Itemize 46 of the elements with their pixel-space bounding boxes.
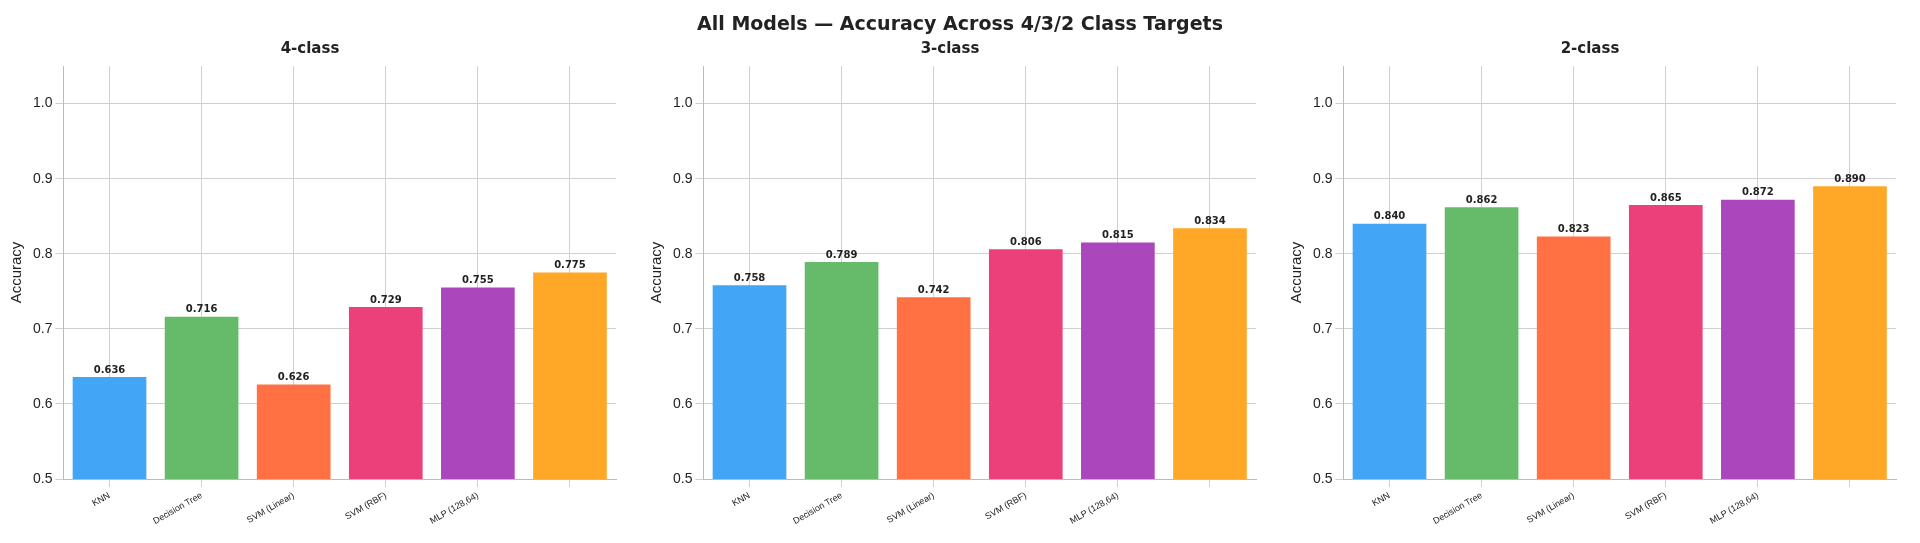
data-label: 0.758 bbox=[733, 271, 766, 283]
y-tick-label: 0.9 bbox=[1312, 169, 1333, 186]
y-tick-label: 0.8 bbox=[1312, 244, 1333, 261]
chart-title: 4-class bbox=[280, 38, 340, 57]
data-label: 0.806 bbox=[1009, 235, 1042, 247]
chart-title: 3-class bbox=[920, 38, 980, 57]
data-label: 0.755 bbox=[462, 274, 494, 286]
x-tick-label: KNN bbox=[730, 489, 752, 509]
y-tick-label: 0.6 bbox=[32, 394, 53, 411]
y-tick-label: 1.0 bbox=[672, 94, 693, 111]
y-tick-label: 1.0 bbox=[32, 94, 53, 111]
y-tick-label: 0.6 bbox=[1312, 394, 1333, 411]
data-label: 0.840 bbox=[1373, 210, 1406, 222]
data-label: 0.729 bbox=[369, 293, 402, 305]
y-tick-label: 0.9 bbox=[32, 169, 53, 186]
y-tick-label: 0.7 bbox=[32, 319, 53, 336]
y-tick-label: 0.5 bbox=[32, 469, 53, 486]
y-tick-label: 0.6 bbox=[672, 394, 693, 411]
y-axis-title: Accuracy bbox=[647, 241, 665, 304]
data-label: 0.815 bbox=[1102, 229, 1134, 241]
text: All Models — Accuracy Across 4/3/2 Class Targets bbox=[696, 11, 1224, 36]
y-tick-label: 0.5 bbox=[672, 469, 693, 486]
data-label: 0.834 bbox=[1194, 214, 1226, 226]
data-label: 0.789 bbox=[825, 248, 858, 260]
y-tick-label: 0.8 bbox=[672, 244, 693, 261]
data-label: 0.865 bbox=[1649, 191, 1682, 203]
x-tick-label: KNN bbox=[1370, 489, 1392, 509]
y-tick-label: 0.9 bbox=[672, 169, 693, 186]
chart-title: 2-class bbox=[1560, 38, 1620, 57]
y-tick-label: 0.7 bbox=[1312, 319, 1333, 336]
data-label: 0.775 bbox=[554, 259, 586, 271]
y-axis-title: Accuracy bbox=[1287, 241, 1305, 304]
y-tick-label: 1.0 bbox=[1312, 94, 1333, 111]
data-label: 0.890 bbox=[1834, 172, 1866, 184]
data-label: 0.823 bbox=[1557, 223, 1590, 235]
data-label: 0.872 bbox=[1742, 186, 1774, 198]
y-tick-label: 0.5 bbox=[1312, 469, 1333, 486]
y-axis-title: Accuracy bbox=[7, 241, 25, 304]
data-label: 0.742 bbox=[917, 283, 950, 295]
x-tick-label: KNN bbox=[90, 489, 112, 509]
y-tick-label: 0.7 bbox=[672, 319, 693, 336]
y-tick-label: 0.8 bbox=[32, 244, 53, 261]
data-label: 0.636 bbox=[93, 363, 126, 375]
data-label: 0.862 bbox=[1465, 193, 1498, 205]
data-label: 0.626 bbox=[277, 371, 310, 383]
data-label: 0.716 bbox=[185, 303, 218, 315]
